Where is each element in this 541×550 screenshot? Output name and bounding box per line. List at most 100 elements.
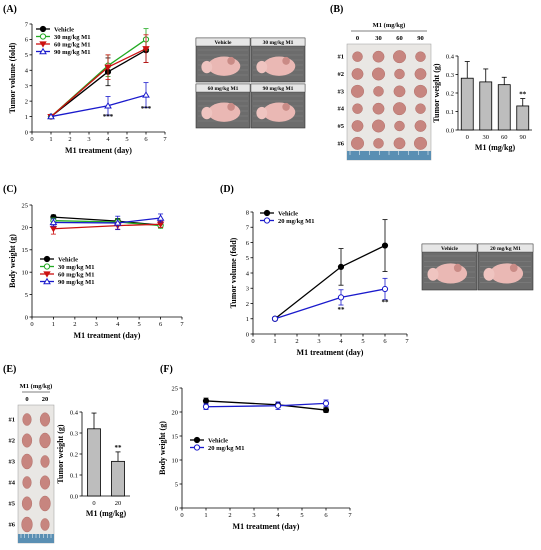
tumor-sample — [414, 84, 428, 98]
data-point — [142, 46, 150, 53]
tumor — [453, 263, 462, 273]
tumor-sample — [415, 51, 426, 62]
tumor-sample — [394, 120, 405, 132]
mouse-body — [262, 56, 296, 76]
tumor-sample — [414, 68, 427, 80]
grid-col-label: 0 — [356, 35, 359, 42]
x-tick-label: 1 — [273, 338, 276, 345]
tumor — [509, 263, 518, 273]
grid-row-label: #5 — [338, 123, 345, 130]
tumor-sample — [393, 102, 407, 116]
y-tick-label: 10 — [172, 457, 179, 464]
mouse-head — [483, 267, 495, 281]
bar — [111, 460, 125, 497]
y-axis-title: Body weight (g) — [158, 421, 167, 475]
y-tick-label: 7 — [25, 21, 29, 28]
legend-marker — [39, 41, 47, 48]
x-tick-label: 2 — [228, 512, 231, 519]
y-tick-label: 0.0 — [70, 493, 78, 500]
tumor-sample — [39, 432, 51, 449]
x-tick-label: 4 — [116, 321, 120, 328]
legend-marker — [193, 444, 201, 451]
tumor-sample — [351, 136, 365, 150]
tumor-sample — [21, 516, 33, 533]
tumor-sample — [351, 84, 365, 98]
photo-caption-bar — [421, 243, 478, 253]
y-tick-label: 1 — [25, 114, 28, 121]
grid-row-label: #1 — [9, 417, 16, 424]
significance-label: ** — [519, 91, 527, 99]
x-tick-label: 7 — [348, 512, 352, 519]
tumor-sample — [414, 120, 427, 132]
panel-label-c: (C) — [3, 184, 17, 195]
y-axis-title: Body weight (g) — [8, 234, 17, 288]
data-point — [113, 219, 122, 226]
x-tick-label: 0 — [180, 512, 183, 519]
bar — [479, 81, 493, 131]
y-tick-label: 10 — [22, 270, 29, 277]
grid-row-label: #2 — [338, 71, 345, 78]
mouse-photos-d: Vehicle 20 mg/kg M1 — [421, 243, 534, 291]
legend-label: 30 mg/kg M1 — [54, 34, 90, 41]
data-point — [322, 406, 330, 414]
tumor-sample — [39, 412, 51, 427]
legend-marker — [39, 33, 47, 40]
y-tick-label: 0.1 — [446, 109, 454, 116]
x-axis-title: M1 treatment (day) — [74, 331, 141, 340]
photo-caption: Vehicle — [441, 246, 458, 252]
chart-a-tumor-volume: 0 1 2 3 4 5 6 7 0 1 2 3 4 5 6 7 M1 treatment (day) Tumor … — [8, 21, 167, 155]
y-tick-label: 0 — [25, 314, 28, 321]
grid-header: M1 (mg/kg) — [373, 22, 406, 29]
tumor-sample — [22, 413, 32, 426]
series-line — [274, 288, 386, 320]
y-tick-label: 25 — [22, 202, 29, 209]
photo-caption-bar — [195, 37, 251, 47]
y-tick-label: 1 — [246, 316, 249, 323]
tumor-sample — [40, 518, 50, 531]
tumor-sample — [21, 453, 33, 470]
grid-col-label: 0 — [25, 396, 28, 403]
x-tick-label: 6 — [324, 512, 328, 519]
x-axis-title: M1 treatment (day) — [233, 522, 300, 531]
series-line — [274, 244, 386, 320]
ruler — [347, 151, 431, 160]
grid-col-label: 60 — [396, 35, 403, 42]
legend-marker — [39, 25, 47, 33]
x-tick-label: 0 — [251, 338, 254, 345]
tumor-photo-grid-e: M1 (mg/kg) 0 20 #1 #2 #3 #4 #5 #6 — [9, 383, 55, 544]
x-tick-label: 1 — [204, 512, 207, 519]
ruler — [18, 534, 54, 543]
x-tick-label: 30 — [483, 134, 490, 141]
y-tick-label: 0.2 — [70, 451, 78, 458]
y-tick-label: 0 — [246, 331, 249, 338]
mouse-body — [490, 263, 524, 284]
tumor-sample — [373, 138, 384, 149]
x-tick-label: 4 — [339, 338, 343, 345]
grid-row-label: #1 — [338, 54, 345, 61]
data-point — [104, 101, 112, 109]
tumor-sample — [372, 67, 386, 81]
x-tick-label: 0 — [466, 134, 469, 141]
y-tick-label: 0.2 — [446, 90, 454, 97]
photo-caption: 60 mg/kg M1 — [208, 86, 239, 92]
photo-caption: 30 mg/kg M1 — [263, 40, 294, 46]
panel-label-a: (A) — [3, 4, 17, 15]
y-tick-label: 3 — [25, 83, 28, 90]
tumor-sample — [393, 85, 406, 98]
y-tick-label: 0.3 — [70, 430, 78, 437]
grid-row-label: #2 — [9, 438, 16, 445]
tumor — [282, 56, 290, 65]
legend-label: 90 mg/kg M1 — [54, 49, 90, 56]
x-tick-label: 4 — [106, 136, 110, 143]
legend-label: 30 mg/kg M1 — [58, 264, 94, 271]
photo-caption-bar — [477, 243, 534, 253]
x-tick-label: 0 — [30, 136, 33, 143]
x-tick-label: 5 — [138, 321, 141, 328]
tumor-sample — [351, 120, 364, 132]
y-tick-label: 6 — [25, 37, 29, 44]
tumor-sample — [373, 86, 384, 97]
mouse-head — [427, 267, 439, 281]
y-tick-label: 3 — [246, 286, 249, 293]
data-point — [104, 64, 112, 71]
